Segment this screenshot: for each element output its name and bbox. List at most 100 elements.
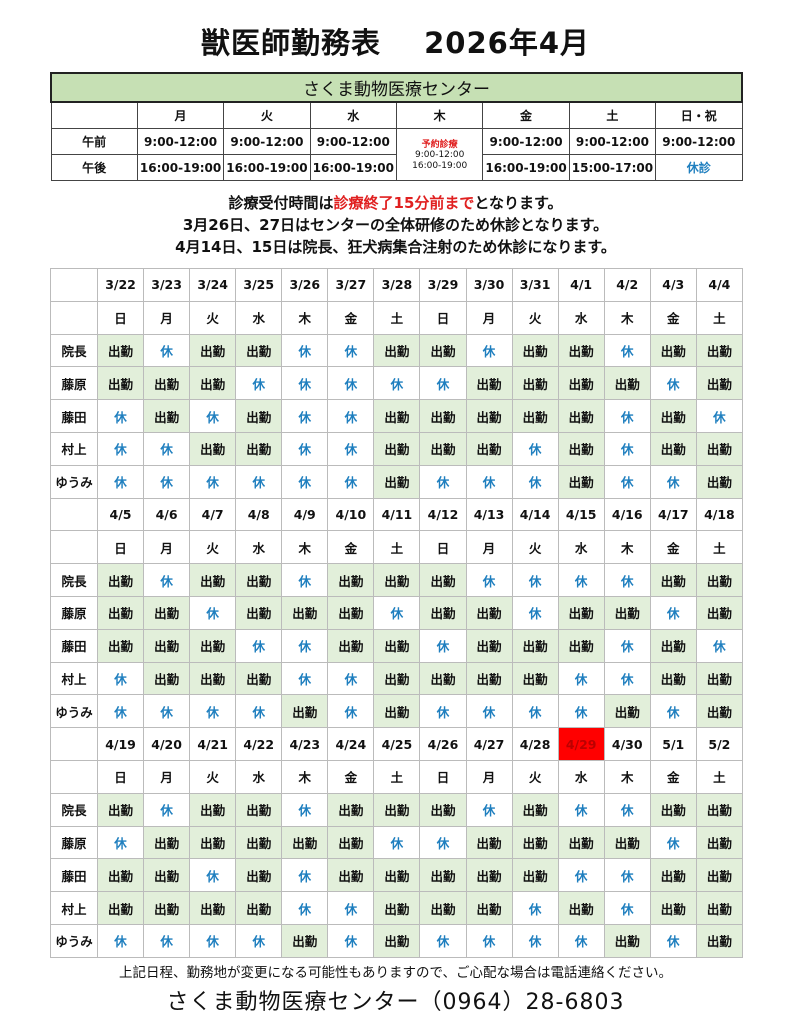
work-cell: 出勤 <box>511 628 559 663</box>
table-row: 藤田 出勤 出勤休出勤休出勤 出勤 出勤 出勤 出勤休休出勤 出勤 <box>50 858 744 893</box>
staff-name: 藤田 <box>50 858 98 893</box>
work-cell: 出勤 <box>603 595 651 630</box>
work-cell: 出勤 <box>511 333 559 368</box>
work-cell: 出勤 <box>649 431 697 466</box>
corner-cell <box>50 268 98 302</box>
day-off-cell: 休 <box>281 563 329 597</box>
work-cell: 出勤 <box>189 891 237 925</box>
date-cell: 3/30 <box>465 268 513 302</box>
day-off-cell: 休 <box>511 923 559 958</box>
weekday-cell: 土 <box>695 530 744 565</box>
work-cell: 出勤 <box>235 792 283 827</box>
date-cell: 4/10 <box>327 497 375 532</box>
clinic-name-header: さくま動物医療センター <box>50 72 743 103</box>
work-cell: 出勤 <box>373 792 421 827</box>
work-cell: 出勤 <box>96 366 145 401</box>
date-cell: 4/17 <box>649 497 697 532</box>
day-off-cell: 休 <box>96 431 145 466</box>
day-off-cell: 休 <box>189 694 237 729</box>
date-cell: 4/23 <box>281 727 329 761</box>
date-cell: 4/22 <box>235 727 283 761</box>
work-cell: 出勤 <box>649 891 697 925</box>
work-cell: 出勤 <box>419 661 467 696</box>
footer-note: 上記日程、勤務地が変更になる可能性もありますので、ご心配な場合は電話連絡ください… <box>119 965 672 981</box>
work-cell: 出勤 <box>373 464 421 499</box>
table-row: 藤田 出勤 出勤 出勤休休出勤 出勤休出勤 出勤 出勤休出勤休 <box>50 628 744 663</box>
work-cell: 出勤 <box>649 858 697 893</box>
work-cell: 出勤 <box>465 891 513 925</box>
day-off-cell: 休 <box>281 891 329 925</box>
weekday-header: 土 <box>568 101 657 129</box>
work-cell: 出勤 <box>695 595 744 630</box>
work-cell: 出勤 <box>557 825 605 860</box>
day-off-cell: 休 <box>327 694 375 729</box>
weekday-cell: 火 <box>189 530 237 565</box>
day-off-cell: 休 <box>695 399 744 433</box>
date-row: 4/5 4/6 4/7 4/8 4/9 4/10 4/11 4/12 4/13 4/14 4/15 4… <box>50 497 744 532</box>
work-cell: 出勤 <box>695 366 744 401</box>
day-off-cell: 休 <box>373 595 421 630</box>
day-off-cell: 休 <box>465 694 513 729</box>
work-cell: 出勤 <box>419 399 467 433</box>
weekday-cell: 日 <box>419 300 467 335</box>
work-cell: 出勤 <box>373 661 421 696</box>
day-off-cell: 休 <box>235 694 283 729</box>
day-off-cell: 休 <box>327 399 375 433</box>
work-cell: 出勤 <box>649 661 697 696</box>
day-off-cell: 休 <box>603 464 651 499</box>
weekday-cell: 水 <box>235 759 283 794</box>
day-off-cell: 休 <box>419 825 467 860</box>
date-cell: 4/8 <box>235 497 283 532</box>
am-hours: 9:00-12:00 <box>136 128 225 155</box>
weekday-cell: 木 <box>603 530 651 565</box>
work-cell: 出勤 <box>695 661 744 696</box>
table-row: 藤原休出勤 出勤 出勤 出勤 出勤休休出勤 出勤 出勤 出勤休出勤 <box>50 825 744 860</box>
day-off-cell: 休 <box>96 694 145 729</box>
day-off-cell: 休 <box>603 563 651 597</box>
day-off-cell: 休 <box>327 661 375 696</box>
work-cell: 出勤 <box>235 891 283 925</box>
work-cell: 出勤 <box>557 595 605 630</box>
work-cell: 出勤 <box>189 661 237 696</box>
day-off-cell: 休 <box>235 366 283 401</box>
weekday-header: 金 <box>482 101 570 129</box>
weekday-cell: 日 <box>96 530 145 565</box>
weekday-cell: 金 <box>649 759 697 794</box>
date-cell: 4/30 <box>603 727 651 761</box>
pm-hours: 16:00-19:00 <box>136 154 225 181</box>
date-cell: 4/27 <box>465 727 513 761</box>
work-cell: 出勤 <box>557 333 605 368</box>
corner-cell <box>50 497 98 532</box>
reservation-note: 予約診療 <box>421 140 458 150</box>
weekday-cell: 水 <box>235 530 283 565</box>
date-cell: 4/16 <box>603 497 651 532</box>
table-row: ゆうみ休休休休休休出勤休休休出勤休休出勤 <box>50 464 744 499</box>
day-off-cell: 休 <box>603 792 651 827</box>
date-cell: 4/19 <box>96 727 145 761</box>
weekday-cell: 木 <box>603 300 651 335</box>
weekday-cell: 金 <box>649 300 697 335</box>
work-cell: 出勤 <box>96 628 145 663</box>
staff-name: 村上 <box>50 661 98 696</box>
notice-highlight: 診療終了15分前まで <box>333 194 475 212</box>
day-off-cell: 休 <box>96 923 145 958</box>
staff-name: ゆうみ <box>50 923 98 958</box>
weekday-cell: 月 <box>465 530 513 565</box>
date-cell: 3/25 <box>235 268 283 302</box>
day-off-cell: 休 <box>511 464 559 499</box>
work-cell: 出勤 <box>235 431 283 466</box>
day-off-cell: 休 <box>143 464 191 499</box>
day-off-cell: 休 <box>557 923 605 958</box>
day-off-cell: 休 <box>511 431 559 466</box>
work-cell: 出勤 <box>603 694 651 729</box>
work-cell: 出勤 <box>511 661 559 696</box>
work-cell: 出勤 <box>649 563 697 597</box>
date-cell: 4/24 <box>327 727 375 761</box>
work-cell: 出勤 <box>511 792 559 827</box>
work-cell: 出勤 <box>557 431 605 466</box>
work-cell: 出勤 <box>419 333 467 368</box>
contact-info: さくま動物医療センター（0964）28-6803 <box>166 990 625 1015</box>
table-row: 村上休出勤 出勤 出勤休休出勤 出勤 出勤 出勤休休出勤 出勤 <box>50 661 744 696</box>
table-row: 院長 出勤休出勤 出勤休出勤 出勤 出勤休休休休出勤 出勤 <box>50 563 744 597</box>
day-off-cell: 休 <box>96 661 145 696</box>
